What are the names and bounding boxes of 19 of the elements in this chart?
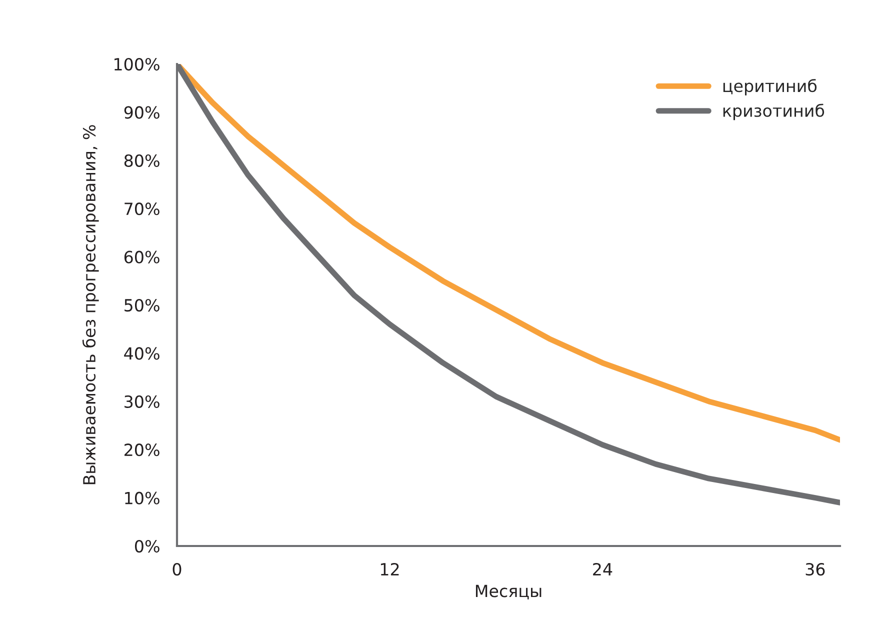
y-tick-label: 0% <box>134 540 160 553</box>
x-axis-title: Месяцы <box>476 584 542 600</box>
y-tick-label: 90% <box>124 106 160 119</box>
y-tick-label: 40% <box>124 347 160 360</box>
legend-label: церитиниб <box>723 79 817 96</box>
x-tick-label: 0 <box>172 562 182 576</box>
y-tick-label: 50% <box>124 298 160 312</box>
y-tick-label: 20% <box>124 444 160 456</box>
y-tick-label: 60% <box>124 250 160 264</box>
y-tick-label: 80% <box>124 154 160 167</box>
legend-label: кризотиниб <box>723 104 824 120</box>
y-axis-title: Выживаемость без прогрессирования, % <box>82 125 99 484</box>
x-tick-label: 24 <box>593 562 612 576</box>
y-tick-label: 100% <box>114 58 160 71</box>
x-tick-label: 36 <box>806 562 825 576</box>
x-tick-label: 12 <box>380 562 399 576</box>
y-tick-label: 30% <box>124 395 160 408</box>
y-tick-label: 10% <box>125 492 160 504</box>
y-tick-label: 70% <box>124 202 160 216</box>
